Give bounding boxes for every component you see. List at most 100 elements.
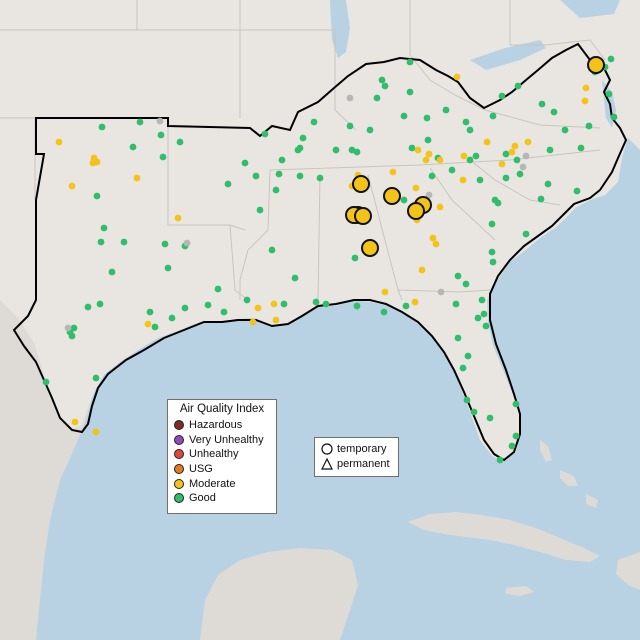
good-monitor xyxy=(252,172,260,180)
good-monitor xyxy=(120,238,128,246)
temporary-moderate-monitor[interactable] xyxy=(352,175,370,193)
good-monitor xyxy=(585,122,593,130)
very-unhealthy-swatch-icon xyxy=(174,434,184,445)
good-monitor xyxy=(472,152,480,160)
legend-label: permanent xyxy=(337,457,390,470)
good-monitor xyxy=(380,308,388,316)
legend-row-unhealthy: Unhealthy xyxy=(174,447,270,462)
temporary-moderate-monitor[interactable] xyxy=(383,187,401,205)
legend-label: Moderate xyxy=(189,477,236,490)
good-monitor xyxy=(100,224,108,232)
yucatan-land xyxy=(200,548,358,640)
good-monitor xyxy=(508,442,516,450)
good-monitor xyxy=(522,230,530,238)
good-monitor xyxy=(538,100,546,108)
moderate-monitor xyxy=(453,73,461,81)
good-monitor xyxy=(214,285,222,293)
no-data-monitor xyxy=(156,117,164,125)
good-monitor xyxy=(423,114,431,122)
good-monitor xyxy=(408,144,416,152)
good-monitor xyxy=(462,280,470,288)
moderate-monitor xyxy=(436,156,444,164)
moderate-monitor xyxy=(93,158,101,166)
moderate-monitor xyxy=(412,184,420,192)
good-monitor xyxy=(496,456,504,464)
moderate-monitor xyxy=(508,148,516,156)
temporary-moderate-monitor[interactable] xyxy=(407,202,425,220)
good-monitor xyxy=(400,112,408,120)
good-monitor xyxy=(176,138,184,146)
moderate-monitor xyxy=(436,203,444,211)
good-monitor xyxy=(220,308,228,316)
moderate-monitor xyxy=(381,288,389,296)
good-monitor xyxy=(406,58,414,66)
good-monitor xyxy=(373,94,381,102)
good-monitor xyxy=(442,106,450,114)
good-monitor xyxy=(243,296,251,304)
good-monitor xyxy=(610,113,618,121)
good-monitor xyxy=(466,156,474,164)
moderate-monitor xyxy=(133,174,141,182)
no-data-monitor xyxy=(522,152,530,160)
temporary-moderate-monitor[interactable] xyxy=(361,239,379,257)
no-data-monitor xyxy=(519,163,527,171)
good-monitor xyxy=(353,302,361,310)
good-swatch-icon xyxy=(174,493,184,504)
temporary-moderate-monitor[interactable] xyxy=(587,56,605,74)
good-monitor xyxy=(296,144,304,152)
good-monitor xyxy=(161,240,169,248)
moderate-swatch-icon xyxy=(174,478,184,489)
good-monitor xyxy=(544,180,552,188)
no-data-monitor xyxy=(346,94,354,102)
moderate-monitor xyxy=(432,240,440,248)
good-monitor xyxy=(204,301,212,309)
moderate-monitor xyxy=(511,142,519,150)
legend-row-permanent: permanent xyxy=(321,457,392,472)
aqi-legend-title: Air Quality Index xyxy=(179,403,265,415)
moderate-monitor xyxy=(411,298,419,306)
good-monitor xyxy=(400,196,408,204)
legend-row-usg: USG xyxy=(174,462,270,477)
good-monitor xyxy=(424,136,432,144)
moderate-monitor xyxy=(459,176,467,184)
lake-ontario xyxy=(560,0,620,18)
usg-swatch-icon xyxy=(174,464,184,475)
moderate-monitor xyxy=(460,152,468,160)
moderate-monitor xyxy=(254,304,262,312)
unhealthy-swatch-icon xyxy=(174,449,184,460)
moderate-monitor xyxy=(425,150,433,158)
cuba-land xyxy=(408,512,600,562)
bahamas-islands xyxy=(540,440,598,508)
moderate-monitor xyxy=(524,138,532,146)
good-monitor xyxy=(272,186,280,194)
no-data-monitor xyxy=(425,191,433,199)
temporary-moderate-monitors[interactable] xyxy=(345,56,605,257)
good-monitor xyxy=(470,408,478,416)
moderate-monitor xyxy=(174,214,182,222)
good-monitor xyxy=(151,323,159,331)
good-monitor xyxy=(146,308,154,316)
good-monitor xyxy=(348,146,356,154)
good-monitor xyxy=(480,310,488,318)
temporary-moderate-monitor[interactable] xyxy=(354,207,372,225)
good-monitor xyxy=(464,352,472,360)
good-monitor xyxy=(310,118,318,126)
good-monitor xyxy=(513,156,521,164)
good-monitor xyxy=(84,303,92,311)
legend-row-very-unhealthy: Very Unhealthy xyxy=(174,433,270,448)
good-monitor xyxy=(157,131,165,139)
good-monitor xyxy=(454,272,462,280)
good-monitor xyxy=(482,322,490,330)
moderate-monitor xyxy=(92,428,100,436)
good-monitor xyxy=(256,206,264,214)
legend-row-good: Good xyxy=(174,491,270,506)
good-monitor xyxy=(502,174,510,182)
triangle-outline-icon xyxy=(321,457,333,470)
legend-label: temporary xyxy=(337,443,387,456)
jamaica-land xyxy=(506,586,534,596)
moderate-monitor xyxy=(582,84,590,92)
good-monitor xyxy=(476,176,484,184)
legend-label: Very Unhealthy xyxy=(189,433,264,446)
good-monitor xyxy=(605,90,613,98)
